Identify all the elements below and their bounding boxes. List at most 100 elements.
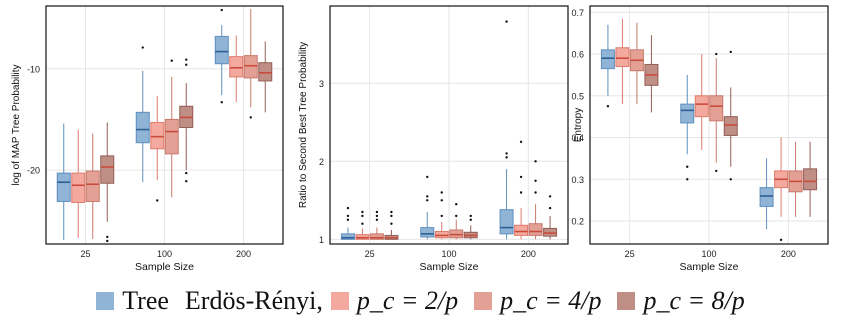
box-body bbox=[680, 103, 695, 124]
y-axis-label: log of MAP Tree Probability bbox=[11, 65, 22, 186]
x-tick-label: 200 bbox=[781, 249, 796, 259]
box-pc4-25 bbox=[369, 210, 384, 240]
box-body bbox=[528, 223, 543, 236]
outlier-point bbox=[346, 214, 350, 218]
outlier-point bbox=[390, 210, 393, 214]
box-tree-25 bbox=[56, 123, 71, 240]
outlier-point bbox=[548, 206, 552, 210]
legend-item-pc2: Erdös-Rényi, p_c = 2/p bbox=[185, 286, 458, 316]
legend-item-pc4: p_c = 4/p bbox=[474, 286, 601, 316]
box-tree-200 bbox=[214, 8, 229, 104]
box-body bbox=[709, 95, 724, 122]
outlier-point bbox=[548, 195, 552, 198]
y-tick-label: 1 bbox=[319, 235, 324, 245]
outlier-point bbox=[375, 214, 379, 218]
legend-swatch-pc8 bbox=[617, 292, 636, 310]
outlier-point bbox=[469, 214, 472, 218]
outlier-point bbox=[729, 50, 732, 54]
box-pc2-25 bbox=[71, 129, 86, 238]
plot-frame bbox=[45, 5, 284, 245]
outlier-point bbox=[779, 238, 783, 242]
x-axis-label: Sample Size bbox=[420, 261, 479, 273]
box-tree-200 bbox=[759, 158, 774, 230]
outlier-point bbox=[375, 210, 379, 214]
box-body bbox=[243, 55, 258, 79]
legend-er-prefix: Erdös-Rényi, bbox=[184, 286, 323, 315]
x-axis-label: Sample Size bbox=[680, 261, 739, 273]
y-tick-label: 0.2 bbox=[571, 217, 584, 227]
outlier-point bbox=[185, 171, 188, 175]
outlier-point bbox=[505, 156, 508, 159]
x-tick-label: 100 bbox=[441, 249, 456, 259]
outlier-point bbox=[141, 46, 144, 49]
box-pc8-100 bbox=[463, 214, 478, 240]
box-tree-200 bbox=[499, 20, 514, 240]
outlier-point bbox=[106, 235, 109, 239]
outlier-point bbox=[156, 199, 159, 202]
box-pc2-200 bbox=[514, 140, 529, 240]
outlier-point bbox=[505, 20, 508, 23]
box-body bbox=[150, 121, 165, 150]
box-pc8-25 bbox=[384, 210, 399, 240]
x-axis-label: Sample Size bbox=[135, 261, 194, 273]
y-tick-label: 0.7 bbox=[571, 8, 584, 18]
outlier-point bbox=[375, 218, 379, 222]
box-body bbox=[258, 62, 273, 82]
plot-frame bbox=[589, 5, 829, 245]
box-pc8-25 bbox=[644, 35, 659, 113]
box-pc2-100 bbox=[694, 54, 709, 151]
box-pc4-200 bbox=[243, 9, 258, 119]
y-tick-label: 0.3 bbox=[571, 175, 584, 185]
box-pc4-25 bbox=[85, 133, 100, 239]
outlier-point bbox=[505, 152, 508, 155]
box-pc4-100 bbox=[164, 59, 179, 198]
x-tick-label: 25 bbox=[80, 249, 90, 259]
legend-swatch-pc4 bbox=[474, 292, 493, 310]
box-pc2-100 bbox=[434, 191, 449, 240]
chart-panel-3: 0.2 0.3 0.4 0.5 0.6 0.7 25 100 200 Sample Size Ent… bbox=[571, 5, 829, 273]
outlier-point bbox=[534, 160, 537, 163]
box-tree-25 bbox=[340, 206, 355, 240]
box-pc2-25 bbox=[615, 18, 630, 105]
x-tick-label: 100 bbox=[157, 249, 172, 259]
outlier-point bbox=[390, 214, 393, 218]
chart-panel-1: -20 -10 25 100 200 Sample Size log of MAP Tree… bbox=[11, 5, 284, 273]
chart-panel-2: 1 2 3 25 100 200 Sample Size Ratio to Second Be… bbox=[298, 5, 569, 273]
box-body bbox=[135, 111, 150, 144]
box-body bbox=[694, 95, 709, 118]
box-pc4-100 bbox=[449, 203, 464, 240]
box-body bbox=[71, 172, 86, 203]
box-pc2-100 bbox=[150, 96, 165, 202]
outlier-point bbox=[519, 140, 523, 143]
box-body bbox=[723, 116, 738, 136]
outlier-point bbox=[361, 214, 364, 218]
y-axis-label: Ratio to Second Best Tree Probability bbox=[298, 42, 309, 208]
box-body bbox=[759, 187, 774, 207]
outlier-point bbox=[185, 180, 188, 183]
x-tick-label: 200 bbox=[521, 249, 536, 259]
box-pc8-200 bbox=[543, 195, 558, 240]
box-pc2-200 bbox=[229, 35, 244, 103]
outlier-point bbox=[426, 199, 429, 202]
box-body bbox=[615, 47, 630, 68]
x-tick-label: 200 bbox=[236, 249, 251, 259]
outlier-point bbox=[185, 63, 188, 66]
box-pc2-25 bbox=[355, 210, 370, 240]
box-pc2-200 bbox=[774, 137, 789, 242]
outlier-point bbox=[361, 222, 364, 225]
outlier-point bbox=[534, 191, 537, 194]
outlier-point bbox=[426, 175, 429, 179]
box-pc8-200 bbox=[803, 141, 818, 217]
box-pc4-25 bbox=[629, 22, 644, 105]
y-tick-label: 0.5 bbox=[571, 91, 584, 101]
box-pc8-200 bbox=[258, 41, 273, 113]
outlier-point bbox=[220, 101, 223, 104]
box-body bbox=[340, 233, 355, 240]
box-pc8-100 bbox=[723, 50, 738, 181]
outlier-point bbox=[361, 210, 364, 214]
outlier-point bbox=[440, 214, 443, 218]
box-body bbox=[514, 224, 529, 236]
legend-swatch-pc2 bbox=[330, 292, 349, 310]
y-axis-label: Entropy bbox=[573, 108, 584, 142]
box-body bbox=[100, 155, 115, 184]
